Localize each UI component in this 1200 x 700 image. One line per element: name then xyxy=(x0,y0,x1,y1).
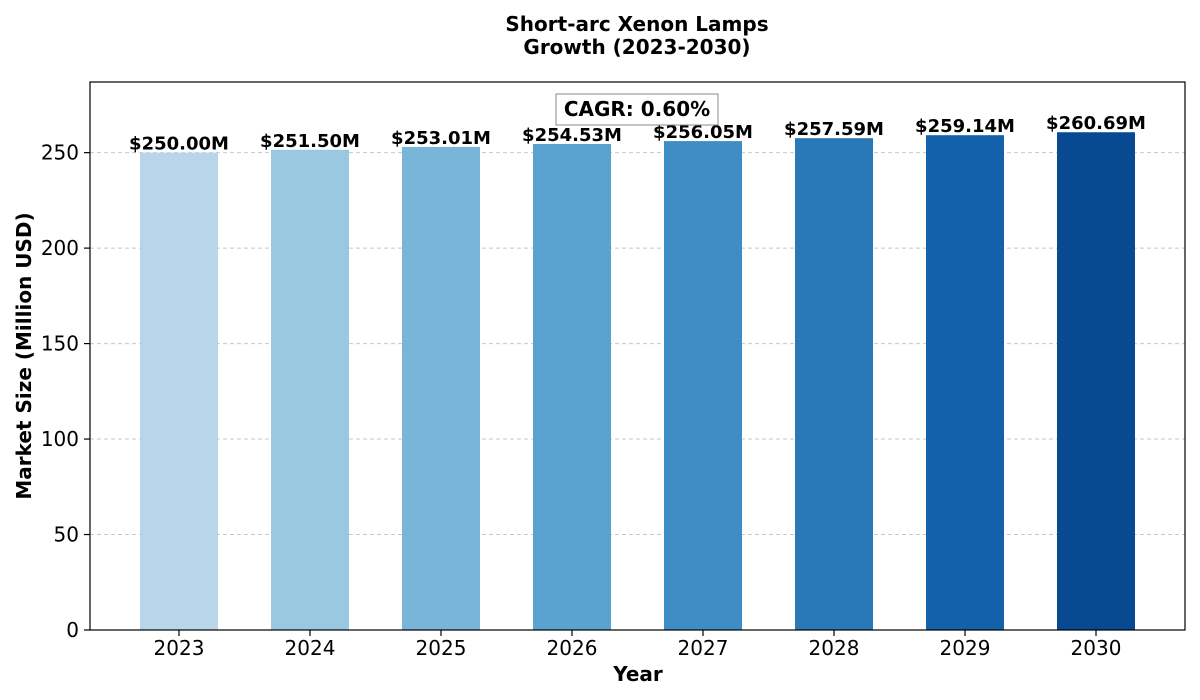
bar-2030 xyxy=(1057,132,1135,630)
bar-value-label: $251.50M xyxy=(260,131,360,152)
chart-title-line-2: Growth (2023-2030) xyxy=(523,35,750,59)
x-tick-label: 2023 xyxy=(154,636,205,660)
bar-value-label: $254.53M xyxy=(522,125,622,146)
bar-2027 xyxy=(664,141,742,630)
bar-value-label: $259.14M xyxy=(915,116,1015,137)
cagr-annotation-text: CAGR: 0.60% xyxy=(564,97,710,121)
value-labels: $250.00M $251.50M $253.01M $254.53M $256.05M… xyxy=(129,113,1146,154)
bar-value-label: $256.05M xyxy=(653,122,753,143)
bar-2028 xyxy=(795,138,873,630)
bars xyxy=(140,132,1135,631)
x-tick-label: 2027 xyxy=(678,636,729,660)
gridlines xyxy=(90,152,1185,536)
bar-2029 xyxy=(926,135,1004,630)
x-axis: 2023 2024 2025 2026 2027 2028 2029 2030 xyxy=(154,630,1122,660)
bar-value-label: $257.59M xyxy=(784,119,884,140)
x-tick-label: 2024 xyxy=(285,636,336,660)
x-axis-label: Year xyxy=(612,662,663,686)
bar-value-label: $253.01M xyxy=(391,128,491,149)
chart-title: Short-arc Xenon Lamps Growth (2023-2030) xyxy=(505,12,768,59)
cagr-annotation-box xyxy=(555,93,719,126)
bar-2026 xyxy=(533,143,611,630)
y-axis: 0 50 100 150 200 250 xyxy=(41,141,90,642)
x-tick-label: 2030 xyxy=(1071,636,1122,660)
bar-value-label: $260.69M xyxy=(1046,113,1146,134)
x-tick-label: 2028 xyxy=(809,636,860,660)
bar-value-label: $250.00M xyxy=(129,134,229,155)
y-axis-label: Market Size (Million USD) xyxy=(12,212,36,499)
chart-title-line-1: Short-arc Xenon Lamps xyxy=(505,12,768,36)
y-tick-label: 50 xyxy=(54,523,79,547)
bar-2024 xyxy=(271,149,349,630)
y-tick-label: 0 xyxy=(66,618,79,642)
x-tick-label: 2026 xyxy=(547,636,598,660)
y-tick-label: 100 xyxy=(41,427,79,451)
y-tick-label: 150 xyxy=(41,332,79,356)
plot-area-frame xyxy=(89,81,1186,631)
x-tick-label: 2025 xyxy=(416,636,467,660)
y-tick-label: 200 xyxy=(41,236,79,260)
cagr-annotation: CAGR: 0.60% xyxy=(555,93,719,126)
y-tick-label: 250 xyxy=(41,141,79,165)
x-tick-label: 2029 xyxy=(940,636,991,660)
bar-2023 xyxy=(140,152,218,631)
bar-2025 xyxy=(402,146,480,631)
